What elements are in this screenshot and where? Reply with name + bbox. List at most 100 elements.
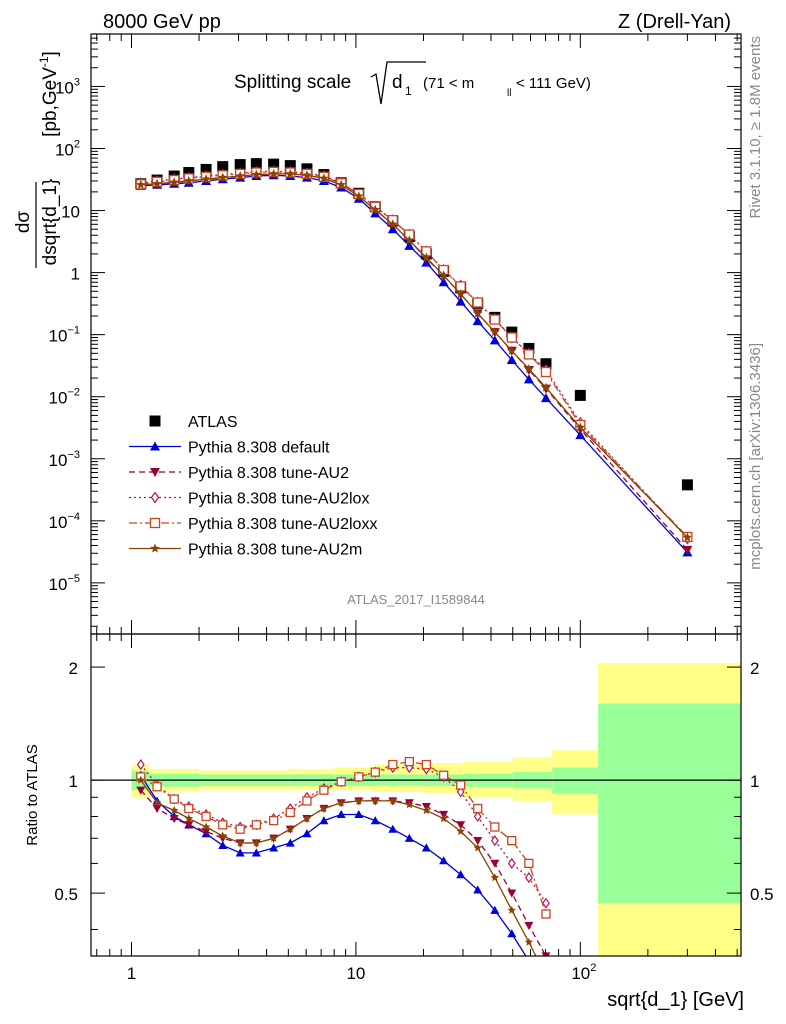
data-point: [523, 349, 535, 360]
ratio-point: [524, 956, 533, 964]
plot-title-range-sub: ll: [507, 88, 511, 99]
data-point: [472, 297, 483, 308]
ratio-point: [136, 775, 146, 784]
legend-marker: [150, 543, 160, 553]
ratio-point: [404, 833, 414, 842]
ratio-point: [169, 814, 179, 824]
ylabel-top-units: [pb,GeV-1]: [37, 51, 61, 137]
ylabel-top: dσ dsqrt{d_1} [pb,GeV-1]: [13, 51, 61, 268]
legend-entry: Pythia 8.308 tune-AU2m: [129, 542, 362, 559]
data-point: [540, 393, 551, 403]
data-point: [682, 532, 693, 542]
ratio-point: [336, 809, 346, 819]
legend-marker: [149, 517, 161, 529]
data-point: [169, 177, 179, 187]
ratio-point: [490, 822, 500, 832]
y-tick-label: 10: [61, 203, 80, 222]
legend-label: Pythia 8.308 tune-AU2lox: [188, 491, 369, 508]
ratio-point: [136, 759, 145, 771]
y-tick-label: 102: [55, 138, 80, 159]
ratio-point: [370, 816, 380, 825]
x-tick-label: 102: [571, 962, 596, 983]
y-tick-label: 1: [71, 265, 80, 284]
ratio-point: [388, 796, 398, 805]
axis-ticks: [91, 33, 741, 956]
ratio-point: [319, 785, 329, 795]
plot-title-radicand-sub: 1: [405, 84, 412, 98]
ratio-point: [354, 809, 364, 819]
ratio-panel: [91, 663, 741, 964]
data-point: [438, 277, 449, 287]
ratio-point: [354, 796, 364, 805]
ratio-point: [235, 824, 245, 834]
ratio-y-tick-label-right: 2: [750, 659, 759, 678]
data-point: [218, 172, 228, 182]
plot-title-main: Splitting scale: [234, 72, 351, 93]
data-point: [523, 374, 534, 384]
ratio-point: [136, 786, 146, 795]
plot-title-radicand: d: [392, 72, 403, 93]
mcplots-label: mcplots.cern.ch [arXiv:1306.3436]: [747, 343, 764, 570]
ylabel-top-numerator: dσ: [13, 211, 34, 234]
data-point: [489, 314, 500, 325]
ratio-point: [252, 838, 261, 847]
data-point: [489, 335, 500, 345]
ratio-point: [336, 798, 346, 807]
header-right: Z (Drell-Yan): [618, 11, 731, 33]
data-point: [421, 252, 432, 262]
ratio-point: [302, 796, 312, 806]
ratio-point: [184, 803, 194, 814]
ratio-series-4: [136, 775, 537, 956]
rivet-label: Rivet 3.1.10, ≥ 1.8M events: [747, 36, 764, 219]
ratio-point: [507, 929, 517, 938]
ratio-line: [140, 774, 527, 956]
data-point: [506, 355, 517, 365]
plot-title: Splitting scale d 1 (71 < m ll < 111 GeV…: [234, 61, 591, 105]
y-tick-label: 10−5: [49, 573, 80, 594]
ylabel-bottom: Ratio to ATLAS: [24, 744, 41, 845]
legend-entry: Pythia 8.308 tune-AU2loxx: [129, 516, 377, 533]
ratio-point: [269, 815, 279, 826]
data-point: [152, 178, 162, 188]
ratio-point: [336, 777, 346, 787]
ratio-point: [473, 810, 482, 823]
data-point: [285, 168, 295, 178]
legend-marker: [150, 491, 160, 504]
legend-marker: [149, 415, 161, 427]
ratio-point: [456, 821, 466, 830]
ratio-point: [152, 798, 162, 807]
ratio-point: [169, 794, 179, 804]
data-point: [540, 358, 552, 370]
ratio-point: [438, 770, 449, 780]
data-point: [404, 235, 415, 245]
ratio-point: [302, 814, 312, 823]
ratio-point: [218, 820, 228, 830]
data-point: [370, 204, 380, 214]
ratio-point: [285, 807, 295, 818]
ratio-point: [490, 835, 499, 847]
ratio-point: [439, 814, 448, 823]
data-point: [472, 316, 483, 326]
ratio-point: [524, 858, 534, 869]
ratio-y-tick-label-left: 1: [69, 772, 78, 791]
ratio-point: [507, 857, 516, 869]
ratio-point: [235, 848, 245, 857]
ratio-point: [285, 838, 295, 847]
ratio-point: [152, 804, 162, 814]
ratio-point: [269, 843, 279, 852]
y-tick-label: 10−3: [49, 449, 80, 470]
x-tick-label: 10: [346, 964, 365, 983]
ratio-point: [421, 759, 431, 770]
header-left: 8000 GeV pp: [103, 11, 221, 33]
y-tick-label: 10−4: [49, 511, 80, 532]
ratio-point: [370, 767, 380, 777]
ratio-point: [319, 804, 329, 813]
top-series: [135, 158, 693, 557]
data-point: [541, 382, 551, 392]
ratio-point: [152, 782, 162, 792]
ratio-point: [473, 843, 482, 852]
ratio-point: [524, 937, 534, 946]
plot-title-range-prefix: (71 < m: [423, 75, 474, 92]
ratio-point: [302, 829, 312, 838]
